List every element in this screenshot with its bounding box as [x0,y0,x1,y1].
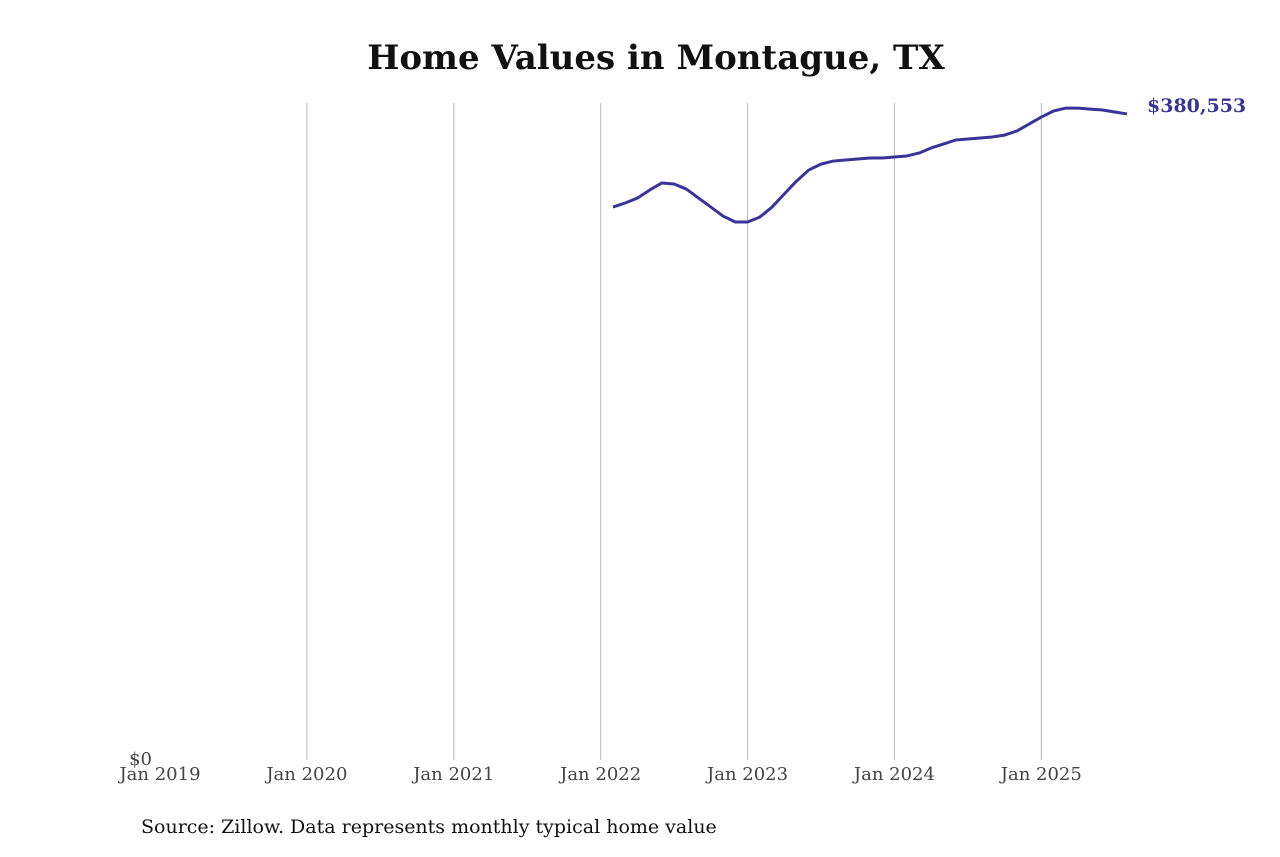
y-tick-label: $0 [129,749,152,770]
x-tick-label: Jan 2019 [117,764,200,785]
x-tick-label: Jan 2022 [558,764,641,785]
x-tick-label: Jan 2023 [705,764,788,785]
x-tick-label: Jan 2024 [852,764,935,785]
value-label: $380,553 [1147,95,1246,117]
x-tick-label: Jan 2020 [264,764,347,785]
x-tick-label: Jan 2021 [411,764,494,785]
chart-title: Home Values in Montague, TX [367,38,945,78]
x-tick-label: Jan 2025 [999,764,1082,785]
line-series [612,106,1128,224]
source-note: Source: Zillow. Data represents monthly … [141,816,717,838]
